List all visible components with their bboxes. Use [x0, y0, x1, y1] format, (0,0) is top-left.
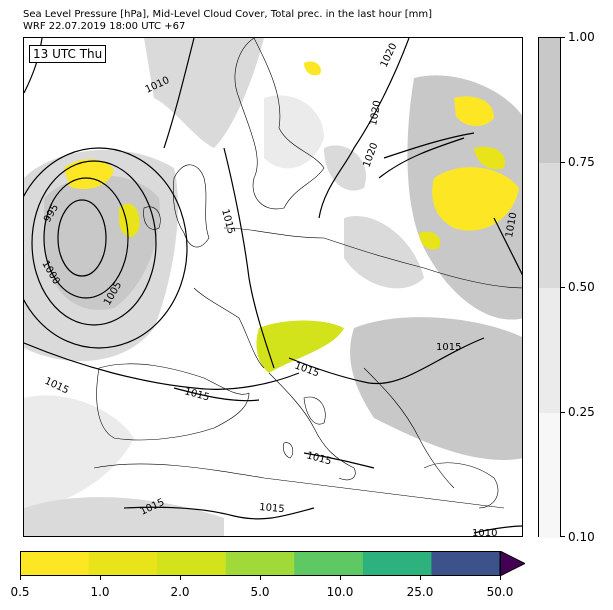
isobar-label: 1015: [219, 208, 236, 235]
precip-colorbar-segment: [362, 551, 432, 576]
colorbar-tick-label: 0.75: [568, 155, 595, 169]
colorbar-segment: [539, 288, 560, 413]
precip-colorbar-segment: [225, 551, 295, 576]
forecast-time-label: 13 UTC Thu: [29, 45, 107, 63]
isobar-label: 1020: [361, 141, 380, 169]
precipitation-layer: [64, 61, 519, 373]
precip-colorbar-segment: [431, 551, 501, 576]
precip-tick-label: 50.0: [486, 585, 514, 599]
precip-tick-label: 0.5: [10, 585, 30, 599]
precip-tick-label: 1.0: [90, 585, 110, 599]
precipitation-colorbar: [20, 551, 525, 576]
isobar-label: 1015: [293, 360, 321, 379]
isobar-label: 1015: [43, 376, 71, 397]
isobar-label: 1015: [436, 342, 461, 353]
precip-tick-label: 25.0: [406, 585, 434, 599]
cloud-cover-layer: [24, 38, 522, 536]
precip-colorbar-segment: [20, 551, 90, 576]
colorbar-segment: [539, 413, 560, 538]
colorbar-tick-label: 0.50: [568, 280, 595, 294]
precip-colorbar-extend-arrow: [499, 551, 525, 576]
map-subtitle: WRF 22.07.2019 18:00 UTC +67: [23, 21, 186, 32]
map-title: Sea Level Pressure [hPa], Mid-Level Clou…: [23, 9, 433, 20]
precip-colorbar-segment: [157, 551, 227, 576]
isobar-label: 1020: [379, 42, 400, 70]
precip-tick-label: 10.0: [326, 585, 354, 599]
weather-map: 1010 1020 1020 1020 995 1000 1005 1015 1…: [23, 37, 523, 537]
isobar-label: 1010: [504, 212, 519, 239]
precip-colorbar-segment: [294, 551, 364, 576]
precip-tick-label: 2.0: [170, 585, 190, 599]
cloud-cover-colorbar: [538, 37, 561, 538]
precip-tick-label: 5.0: [250, 585, 270, 599]
colorbar-tick-label: 0.25: [568, 405, 595, 419]
colorbar-tick-label: 0.10: [568, 530, 595, 544]
isobar-label: 1010: [472, 528, 497, 537]
isobars: [24, 38, 522, 534]
isobar-label: 1020: [368, 100, 383, 127]
precip-colorbar-segment: [88, 551, 158, 576]
colorbar-segment: [539, 38, 560, 163]
isobar-label: 1015: [305, 450, 332, 467]
colorbar-tick-label: 1.00: [568, 30, 595, 44]
colorbar-segment: [539, 163, 560, 288]
isobar-label: 1015: [259, 502, 285, 515]
